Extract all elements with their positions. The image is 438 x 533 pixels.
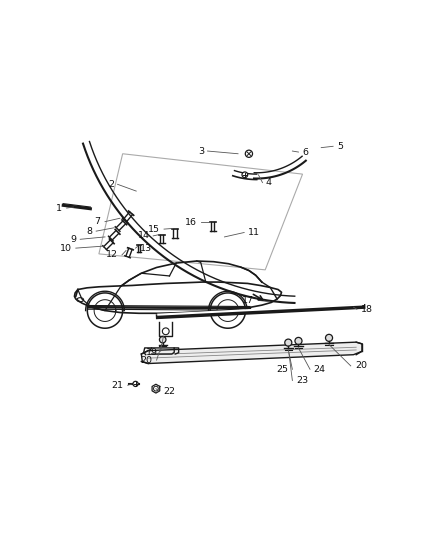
- Text: 15: 15: [148, 224, 160, 233]
- Text: 20: 20: [355, 361, 367, 370]
- Text: 6: 6: [303, 148, 308, 157]
- Circle shape: [242, 172, 247, 177]
- Polygon shape: [141, 342, 362, 364]
- Circle shape: [285, 339, 292, 346]
- Text: 1: 1: [56, 204, 62, 213]
- Circle shape: [295, 337, 302, 344]
- Text: 3: 3: [199, 147, 205, 156]
- Text: 5: 5: [337, 142, 343, 151]
- Text: 22: 22: [163, 387, 175, 396]
- Circle shape: [325, 334, 332, 342]
- Text: 21: 21: [111, 381, 124, 390]
- Text: 11: 11: [248, 228, 260, 237]
- Text: 20: 20: [141, 356, 152, 365]
- Circle shape: [159, 336, 166, 343]
- Text: 23: 23: [297, 376, 308, 385]
- Circle shape: [133, 381, 138, 386]
- Text: 4: 4: [266, 178, 272, 187]
- Text: 25: 25: [276, 365, 288, 374]
- Text: 9: 9: [70, 235, 76, 244]
- Text: 24: 24: [314, 365, 325, 374]
- Text: 10: 10: [60, 244, 72, 253]
- Text: 18: 18: [361, 305, 373, 314]
- Text: 14: 14: [138, 231, 150, 240]
- Text: 17: 17: [242, 296, 254, 305]
- Text: 12: 12: [106, 251, 117, 260]
- Text: 16: 16: [185, 218, 197, 227]
- Text: 13: 13: [140, 244, 152, 253]
- Text: 19: 19: [146, 348, 158, 357]
- Text: 7: 7: [95, 217, 101, 226]
- Circle shape: [245, 150, 253, 157]
- Text: 8: 8: [86, 227, 92, 236]
- Text: 2: 2: [108, 180, 114, 189]
